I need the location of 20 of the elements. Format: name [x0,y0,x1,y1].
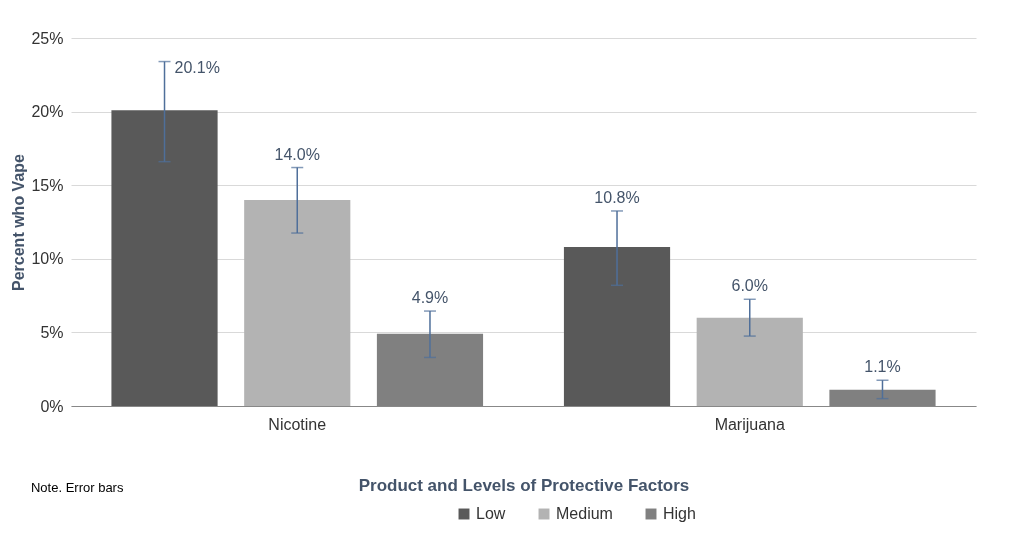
y-tick-label: 10% [31,250,64,268]
legend-label: High [663,505,696,522]
text: Note. Error bars [30,480,124,495]
y-tick-label: 20% [31,103,64,121]
y-tick-label: 25% [31,29,64,47]
data-label: 6.0% [731,277,768,295]
data-label: 1.1% [864,358,901,376]
y-tick-label: 5% [40,323,64,341]
y-tick-label: 15% [31,176,64,194]
y-tick-label: 0% [40,397,64,415]
data-label: 4.9% [411,289,449,307]
data-label: 10.8% [594,188,640,206]
x-tick-label: Marijuana [714,415,785,433]
legend-label: Low [476,505,506,522]
x-axis-title: Product and Levels of Protective Factors [358,475,690,495]
data-label: 14.0% [274,145,320,163]
data-label: 20.1% [174,58,220,76]
y-axis-title: Percent who Vape [10,153,28,291]
legend-label: Medium [556,505,613,522]
x-tick-label: Nicotine [268,415,327,433]
